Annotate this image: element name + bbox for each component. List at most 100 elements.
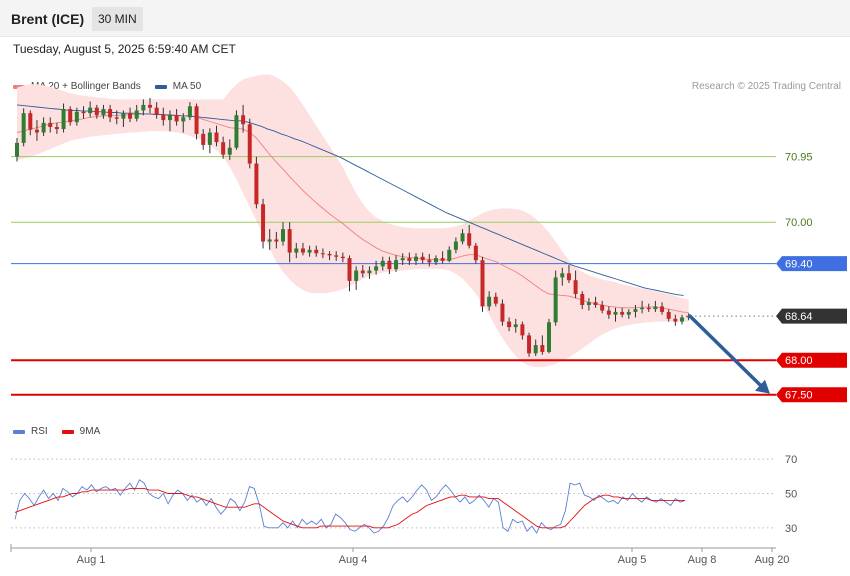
candle <box>493 292 498 307</box>
candle-body <box>407 258 412 261</box>
candle <box>34 120 39 141</box>
candle-body <box>600 305 605 311</box>
candle <box>553 270 558 326</box>
candle-body <box>354 270 359 281</box>
candle-body <box>473 245 478 261</box>
candle <box>201 129 206 150</box>
candle <box>88 101 93 118</box>
candle-body <box>427 260 432 263</box>
forecast-arrow <box>688 314 770 394</box>
candle-body <box>487 296 492 307</box>
candle-body <box>593 302 598 306</box>
candle <box>128 107 133 123</box>
candle <box>660 302 665 315</box>
price-legend: MA 20 + Bollinger Bands MA 50 <box>13 81 215 92</box>
legend-label-9ma: 9MA <box>79 426 101 437</box>
candle <box>653 300 658 312</box>
candle-body <box>174 115 179 122</box>
candle <box>626 309 631 319</box>
legend-swatch-9ma <box>61 429 74 434</box>
candle-body <box>201 133 206 145</box>
candle <box>374 260 379 275</box>
candle-body <box>340 256 345 259</box>
candle-body <box>566 273 571 281</box>
candle-body <box>161 114 166 121</box>
candle <box>606 306 611 319</box>
candle-body <box>141 104 146 111</box>
candle-body <box>660 306 665 312</box>
level-label-support: 67.50 <box>785 390 813 402</box>
candle <box>121 110 126 127</box>
candle <box>307 245 312 257</box>
candle <box>254 156 259 209</box>
x-tick-label: Aug 20 <box>755 554 790 566</box>
candle <box>108 104 113 123</box>
level-label-resistance: 70.00 <box>785 217 813 229</box>
candle <box>234 110 239 150</box>
level-label-bg-support <box>776 352 847 368</box>
candle <box>414 253 418 266</box>
candle <box>673 314 678 326</box>
candle <box>513 318 518 333</box>
candle-body <box>314 249 319 254</box>
candle-body <box>187 106 192 118</box>
candle <box>141 99 146 116</box>
candle <box>187 102 192 121</box>
candle <box>427 253 432 267</box>
candle <box>154 102 159 119</box>
candle-body <box>467 233 472 246</box>
candle-body <box>267 239 272 242</box>
candle-body <box>300 248 305 253</box>
timestamp: Tuesday, August 5, 2025 6:59:40 AM CET <box>13 42 236 56</box>
candle <box>241 104 246 133</box>
level-label-pivot: 69.40 <box>785 259 813 271</box>
timeframe-badge[interactable]: 30 MIN <box>92 7 143 31</box>
candle-body <box>553 277 558 323</box>
legend-label-ma20: MA 20 + Bollinger Bands <box>31 81 141 92</box>
candle-body <box>440 258 445 261</box>
candle <box>573 270 578 299</box>
candle-body <box>400 258 405 261</box>
candle <box>300 242 305 256</box>
candle <box>94 104 99 119</box>
candle <box>666 309 671 322</box>
x-tick-label: Aug 8 <box>688 554 717 566</box>
candle <box>520 321 525 340</box>
candle-body <box>128 113 133 119</box>
candle-body <box>34 129 39 133</box>
candle-body <box>121 113 126 119</box>
candle-body <box>367 270 372 274</box>
candle-body <box>88 107 93 114</box>
candle-body <box>533 345 538 354</box>
candle-body <box>613 311 618 315</box>
x-tick-label: Aug 1 <box>77 554 106 566</box>
candle <box>680 314 684 325</box>
candle-body <box>234 115 239 148</box>
candle-body <box>287 229 292 253</box>
candle-body <box>254 163 259 205</box>
candle-body <box>154 107 159 115</box>
candle-body <box>94 107 99 116</box>
candle-body <box>493 296 498 304</box>
candle-body <box>374 266 379 271</box>
candle-body <box>334 255 339 257</box>
candle <box>221 136 226 159</box>
candle-body <box>447 249 452 261</box>
candle <box>334 251 339 261</box>
candle-body <box>61 109 66 130</box>
candle-body <box>194 106 199 134</box>
candle <box>174 109 179 126</box>
candle <box>114 110 119 125</box>
candle <box>54 122 59 134</box>
candle-body <box>626 311 631 315</box>
candle-body <box>221 142 226 155</box>
candle-body <box>520 324 525 336</box>
price-levels: 70.95 70.00 69.40 68.64 68.00 67.50 <box>11 152 847 403</box>
candle-body <box>327 253 332 256</box>
candle-body <box>394 260 399 270</box>
candle <box>281 222 285 246</box>
candle <box>387 256 392 274</box>
candle-body <box>214 132 219 143</box>
legend-swatch-rsi <box>13 429 25 434</box>
